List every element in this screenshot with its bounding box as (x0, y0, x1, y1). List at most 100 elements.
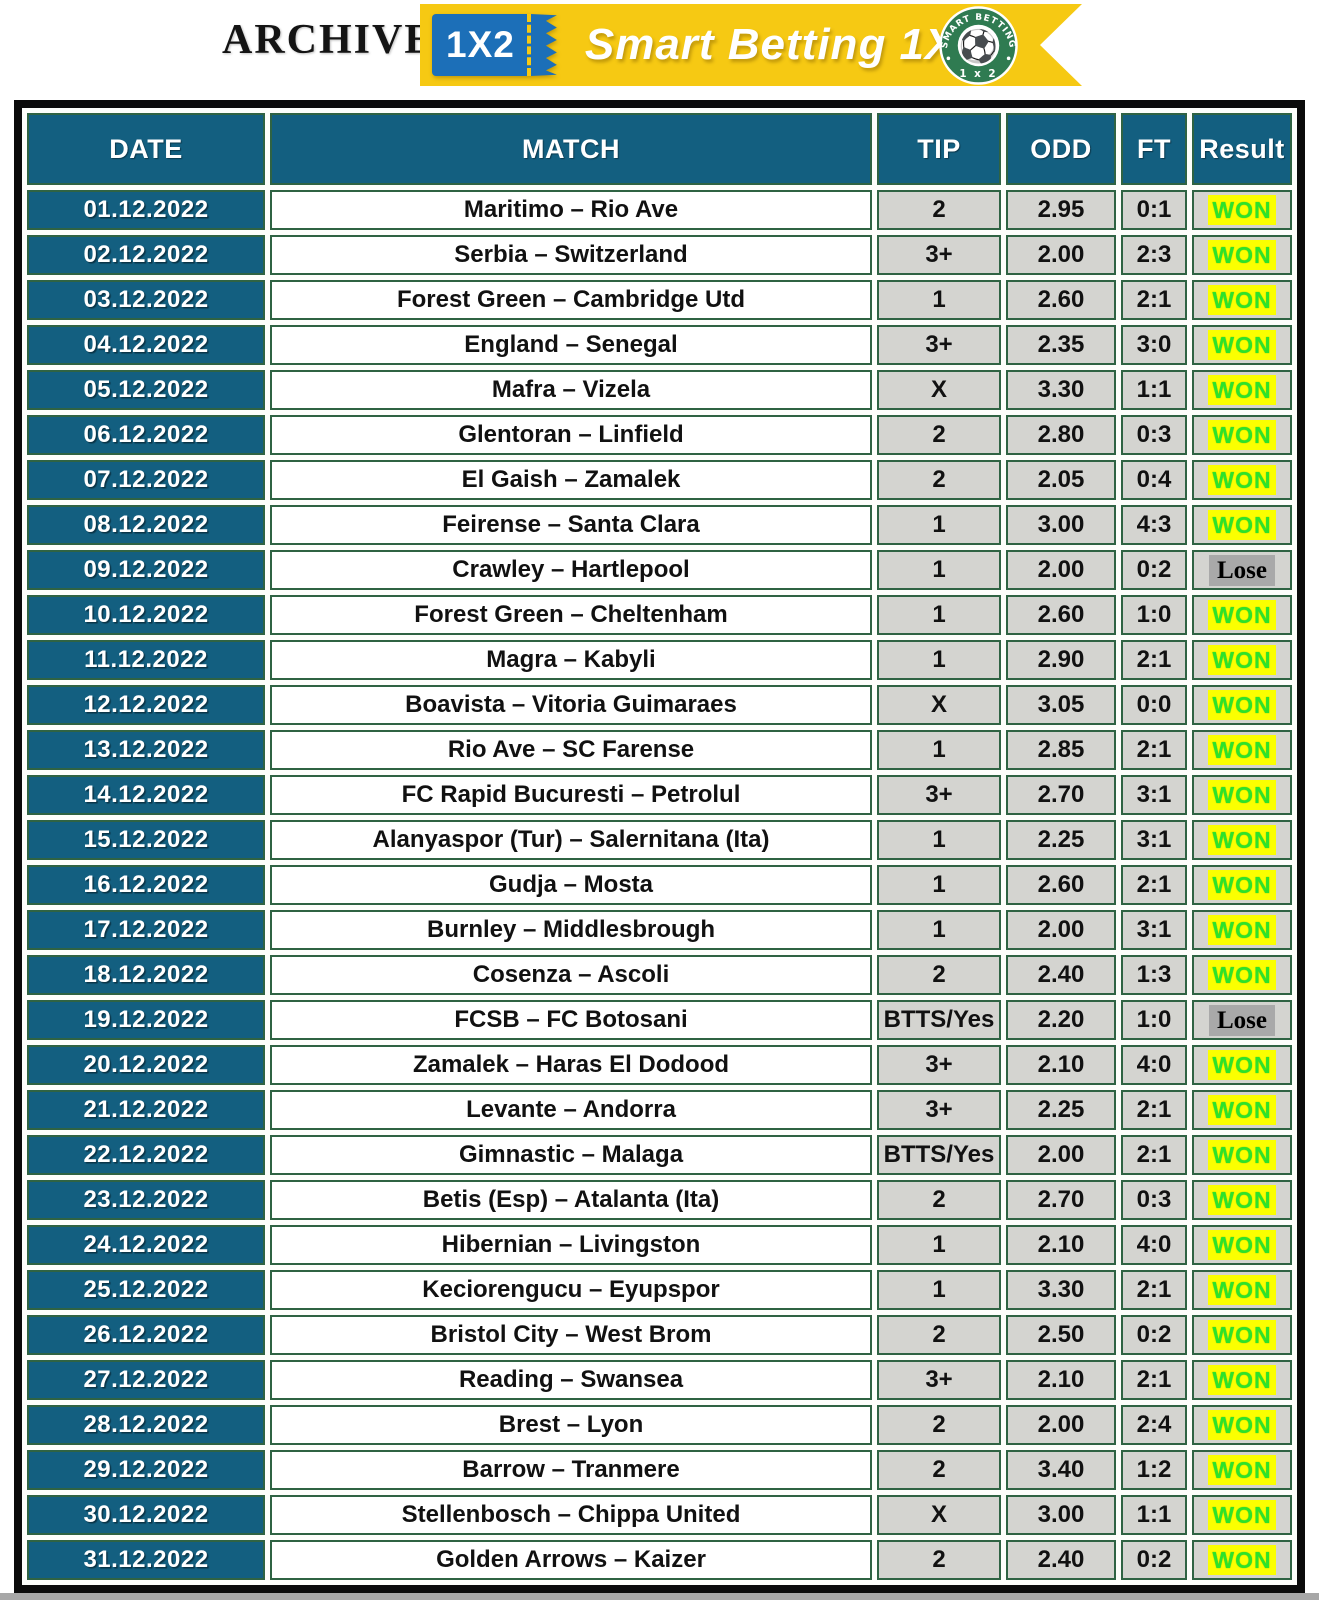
tip-cell: BTTS/Yes (877, 1135, 1001, 1175)
match-cell: Burnley – Middlesbrough (270, 910, 872, 950)
date-cell: 18.12.2022 (27, 955, 265, 995)
odd-cell: 3.40 (1006, 1450, 1116, 1490)
date-cell: 25.12.2022 (27, 1270, 265, 1310)
match-cell: FC Rapid Bucuresti – Petrolul (270, 775, 872, 815)
table-row: 13.12.2022 Rio Ave – SC Farense 1 2.85 2:1 WO… (27, 730, 1292, 770)
odd-cell: 2.00 (1006, 910, 1116, 950)
table-row: 08.12.2022 Feirense – Santa Clara 1 3.00 4:3… (27, 505, 1292, 545)
match-cell: Bristol City – West Brom (270, 1315, 872, 1355)
date-cell: 23.12.2022 (27, 1180, 265, 1220)
tip-cell: 1 (877, 640, 1001, 680)
tip-cell: 1 (877, 280, 1001, 320)
result-badge: WON (1208, 1140, 1276, 1170)
match-cell: Feirense – Santa Clara (270, 505, 872, 545)
date-cell: 31.12.2022 (27, 1540, 265, 1580)
ft-cell: 1:3 (1121, 955, 1187, 995)
result-badge: WON (1208, 1320, 1276, 1350)
result-badge: WON (1208, 1095, 1276, 1125)
date-cell: 10.12.2022 (27, 595, 265, 635)
ticket-label: 1X2 (432, 14, 531, 76)
result-badge: WON (1208, 1275, 1276, 1305)
tip-cell: 1 (877, 1225, 1001, 1265)
ft-cell: 3:0 (1121, 325, 1187, 365)
table-row: 12.12.2022 Boavista – Vitoria Guimaraes X 3… (27, 685, 1292, 725)
result-badge: WON (1208, 420, 1276, 450)
result-badge: WON (1208, 780, 1276, 810)
ft-cell: 3:1 (1121, 775, 1187, 815)
tip-cell: 2 (877, 460, 1001, 500)
ft-cell: 2:1 (1121, 1135, 1187, 1175)
result-badge: WON (1208, 600, 1276, 630)
bet-archive-table: DATE MATCH TIP ODD FT Result 01.12.2022 M… (14, 100, 1305, 1593)
match-cell: England – Senegal (270, 325, 872, 365)
table-row: 29.12.2022 Barrow – Tranmere 2 3.40 1:2 WON (27, 1450, 1292, 1490)
date-cell: 26.12.2022 (27, 1315, 265, 1355)
tip-cell: 1 (877, 820, 1001, 860)
tip-cell: 3+ (877, 1045, 1001, 1085)
date-cell: 09.12.2022 (27, 550, 265, 590)
match-cell: Magra – Kabyli (270, 640, 872, 680)
result-badge: WON (1208, 915, 1276, 945)
result-cell: WON (1192, 955, 1292, 995)
table-row: 26.12.2022 Bristol City – West Brom 2 2.50 0… (27, 1315, 1292, 1355)
date-cell: 30.12.2022 (27, 1495, 265, 1535)
tip-cell: 2 (877, 1450, 1001, 1490)
match-cell: Serbia – Switzerland (270, 235, 872, 275)
match-cell: Maritimo – Rio Ave (270, 190, 872, 230)
date-cell: 07.12.2022 (27, 460, 265, 500)
result-badge: WON (1208, 330, 1276, 360)
bottom-strip (0, 1593, 1319, 1600)
table-row: 19.12.2022 FCSB – FC Botosani BTTS/Yes 2.20… (27, 1000, 1292, 1040)
column-header-result: Result (1192, 113, 1292, 185)
result-badge: WON (1208, 510, 1276, 540)
brand-ribbon: 1X2 Smart Betting 1X2 ⚽ SMART BETTING 1 … (420, 4, 1082, 86)
date-cell: 21.12.2022 (27, 1090, 265, 1130)
table-row: 02.12.2022 Serbia – Switzerland 3+ 2.00 2:3 W… (27, 235, 1292, 275)
ft-cell: 0:2 (1121, 1315, 1187, 1355)
result-cell: WON (1192, 415, 1292, 455)
ft-cell: 0:3 (1121, 415, 1187, 455)
match-cell: Forest Green – Cheltenham (270, 595, 872, 635)
ft-cell: 1:0 (1121, 595, 1187, 635)
table-row: 20.12.2022 Zamalek – Haras El Dodood 3+ 2.1… (27, 1045, 1292, 1085)
date-cell: 17.12.2022 (27, 910, 265, 950)
result-badge: Lose (1209, 554, 1275, 586)
result-cell: WON (1192, 190, 1292, 230)
result-cell: WON (1192, 865, 1292, 905)
tip-cell: 1 (877, 865, 1001, 905)
ft-cell: 3:1 (1121, 910, 1187, 950)
ft-cell: 2:3 (1121, 235, 1187, 275)
smart-betting-logo: ⚽ SMART BETTING 1 x 2 (939, 6, 1018, 85)
tip-cell: 3+ (877, 775, 1001, 815)
result-badge: WON (1208, 1185, 1276, 1215)
date-cell: 24.12.2022 (27, 1225, 265, 1265)
result-cell: WON (1192, 1360, 1292, 1400)
table-row: 06.12.2022 Glentoran – Linfield 2 2.80 0:3 WO… (27, 415, 1292, 455)
odd-cell: 2.00 (1006, 1135, 1116, 1175)
table-body: 01.12.2022 Maritimo – Rio Ave 2 2.95 0:1 WON 0… (27, 190, 1292, 1580)
odd-cell: 2.95 (1006, 190, 1116, 230)
odd-cell: 2.10 (1006, 1360, 1116, 1400)
ft-cell: 1:1 (1121, 370, 1187, 410)
table-row: 03.12.2022 Forest Green – Cambridge Utd 1 2… (27, 280, 1292, 320)
ft-cell: 2:1 (1121, 730, 1187, 770)
result-cell: WON (1192, 370, 1292, 410)
result-badge: WON (1208, 690, 1276, 720)
match-cell: Boavista – Vitoria Guimaraes (270, 685, 872, 725)
odd-cell: 3.05 (1006, 685, 1116, 725)
odd-cell: 2.80 (1006, 415, 1116, 455)
match-cell: Alanyaspor (Tur) – Salernitana (Ita) (270, 820, 872, 860)
table-row: 05.12.2022 Mafra – Vizela X 3.30 1:1 WON (27, 370, 1292, 410)
column-header-tip: TIP (877, 113, 1001, 185)
odd-cell: 2.00 (1006, 235, 1116, 275)
result-badge: WON (1208, 645, 1276, 675)
date-cell: 28.12.2022 (27, 1405, 265, 1445)
ft-cell: 2:1 (1121, 640, 1187, 680)
ft-cell: 2:1 (1121, 865, 1187, 905)
ticket-stub-icon (531, 14, 557, 76)
tip-cell: 2 (877, 190, 1001, 230)
match-cell: Gudja – Mosta (270, 865, 872, 905)
match-cell: Mafra – Vizela (270, 370, 872, 410)
result-badge: WON (1208, 960, 1276, 990)
odd-cell: 2.60 (1006, 595, 1116, 635)
